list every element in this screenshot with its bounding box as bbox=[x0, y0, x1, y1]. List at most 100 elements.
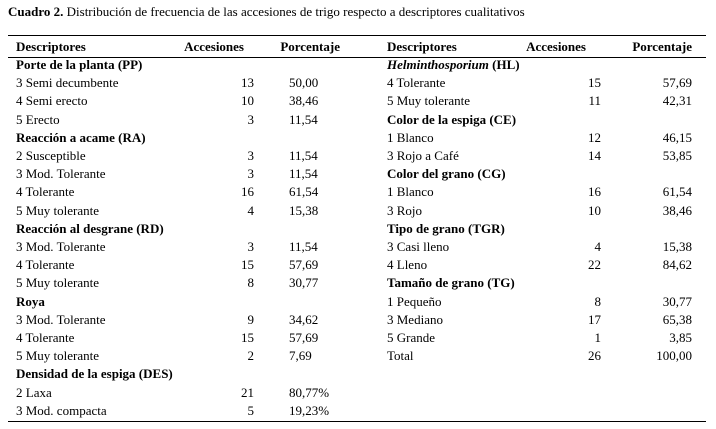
accesiones: 21 bbox=[241, 384, 254, 400]
column-header: Descriptores bbox=[387, 39, 457, 54]
group-title: Color del grano (CG) bbox=[387, 166, 506, 182]
descriptor: 5 Muy tolerante bbox=[16, 202, 100, 218]
porcentaje: 30,77 bbox=[662, 293, 692, 309]
group-title: Helminthosporium (HL) bbox=[387, 56, 520, 74]
group-title: Color de la espiga (CE) bbox=[387, 111, 517, 127]
porcentaje: 11,54 bbox=[289, 166, 318, 182]
descriptor: 5 Erecto bbox=[16, 111, 60, 127]
bottom-rule bbox=[8, 421, 706, 422]
column-header: Accesiones bbox=[526, 39, 586, 54]
accesiones: 16 bbox=[588, 184, 601, 200]
descriptor: 3 Semi decumbente bbox=[16, 75, 119, 91]
descriptor: 4 Semi erecto bbox=[16, 93, 88, 109]
descriptor: 1 Blanco bbox=[387, 129, 434, 145]
accesiones: 8 bbox=[247, 275, 255, 291]
group-title: Densidad de la espiga (DES) bbox=[16, 366, 173, 382]
accesiones: 3 bbox=[247, 166, 255, 182]
descriptor: 5 Muy tolerante bbox=[16, 348, 100, 364]
descriptor: 3 Rojo a Café bbox=[387, 148, 459, 163]
porcentaje: 38,46 bbox=[289, 93, 319, 109]
descriptor: 5 Grande bbox=[387, 330, 436, 345]
accesiones: 4 bbox=[247, 202, 255, 218]
porcentaje: 100,00 bbox=[656, 348, 692, 364]
porcentaje: 46,15 bbox=[662, 129, 692, 145]
descriptor: 3 Mod. Tolerante bbox=[16, 311, 106, 327]
descriptor: 1 Blanco bbox=[387, 184, 434, 200]
accesiones: 5 bbox=[247, 402, 255, 418]
accesiones: 10 bbox=[588, 202, 601, 218]
group-title-text: (HL) bbox=[492, 57, 520, 72]
top-rule bbox=[8, 35, 706, 36]
accesiones: 15 bbox=[588, 75, 601, 91]
group-title-italic: Helminthosporium bbox=[387, 57, 489, 72]
descriptor: 2 Susceptible bbox=[16, 148, 86, 163]
group-title: Reacción al desgrane (RD) bbox=[16, 220, 164, 236]
porcentaje: 80,77% bbox=[289, 384, 330, 400]
caption-label: Cuadro 2. bbox=[8, 4, 64, 19]
accesiones: 16 bbox=[241, 184, 254, 200]
porcentaje: 15,38 bbox=[662, 239, 692, 254]
porcentaje: 53,85 bbox=[662, 148, 692, 163]
descriptor: 3 Casi lleno bbox=[387, 239, 450, 254]
accesiones: 11 bbox=[588, 93, 601, 109]
porcentaje: 50,00 bbox=[289, 75, 319, 91]
descriptor: 1 Pequeño bbox=[387, 293, 442, 309]
accesiones: 15 bbox=[241, 257, 254, 273]
descriptor: 3 Rojo bbox=[387, 202, 423, 218]
porcentaje: 61,54 bbox=[289, 184, 319, 200]
column-header: Porcentaje bbox=[632, 39, 692, 54]
accesiones: 3 bbox=[247, 239, 255, 254]
accesiones: 1 bbox=[594, 330, 602, 345]
porcentaje: 11,54 bbox=[289, 148, 318, 163]
porcentaje: 3,85 bbox=[669, 330, 692, 345]
descriptor: 3 Mod. compacta bbox=[16, 402, 107, 418]
accesiones: 22 bbox=[588, 257, 601, 273]
porcentaje: 42,31 bbox=[662, 93, 692, 109]
column-header: Accesiones bbox=[184, 39, 244, 54]
caption: Cuadro 2. Distribución de frecuencia de … bbox=[8, 3, 525, 21]
column-header: Descriptores bbox=[16, 39, 86, 54]
accesiones: 10 bbox=[241, 93, 254, 109]
porcentaje: 11,54 bbox=[289, 239, 318, 254]
porcentaje: 57,69 bbox=[662, 75, 692, 91]
group-title: Porte de la planta (PP) bbox=[16, 57, 143, 72]
porcentaje: 15,38 bbox=[289, 202, 319, 218]
accesiones: 13 bbox=[241, 75, 254, 91]
porcentaje: 65,38 bbox=[662, 311, 692, 327]
accesiones: 26 bbox=[588, 348, 601, 364]
porcentaje: 57,69 bbox=[289, 330, 319, 345]
descriptor: 3 Mod. Tolerante bbox=[16, 239, 106, 254]
descriptor: 5 Muy tolerante bbox=[387, 93, 471, 109]
descriptor: 4 Tolerante bbox=[16, 184, 75, 200]
descriptor: 5 Muy tolerante bbox=[16, 275, 100, 291]
descriptor: 4 Tolerante bbox=[16, 330, 75, 345]
descriptor: 4 Lleno bbox=[387, 257, 428, 273]
accesiones: 15 bbox=[241, 330, 254, 345]
porcentaje: 30,77 bbox=[289, 275, 319, 291]
header-rule bbox=[8, 57, 706, 58]
column-header: Porcentaje bbox=[280, 39, 340, 54]
group-title: Tamaño de grano (TG) bbox=[387, 275, 515, 291]
caption-text: Distribución de frecuencia de las accesi… bbox=[66, 4, 525, 19]
porcentaje: 7,69 bbox=[289, 348, 312, 364]
descriptor: 2 Laxa bbox=[16, 384, 52, 400]
accesiones: 12 bbox=[588, 129, 601, 145]
descriptor: Total bbox=[387, 348, 414, 364]
accesiones: 8 bbox=[594, 293, 602, 309]
accesiones: 3 bbox=[247, 111, 255, 127]
accesiones: 4 bbox=[594, 239, 602, 254]
accesiones: 2 bbox=[247, 348, 255, 364]
group-title: Reacción a acame (RA) bbox=[16, 129, 146, 145]
accesiones: 3 bbox=[247, 148, 255, 163]
descriptor: 3 Mod. Tolerante bbox=[16, 166, 106, 182]
porcentaje: 34,62 bbox=[289, 311, 319, 327]
group-title: Roya bbox=[16, 293, 45, 309]
descriptor: 4 Tolerante bbox=[16, 257, 75, 273]
porcentaje: 19,23% bbox=[289, 402, 330, 418]
group-title: Tipo de grano (TGR) bbox=[387, 220, 505, 236]
descriptor: 4 Tolerante bbox=[387, 75, 446, 91]
accesiones: 9 bbox=[247, 311, 255, 327]
porcentaje: 11,54 bbox=[289, 111, 318, 127]
porcentaje: 57,69 bbox=[289, 257, 319, 273]
